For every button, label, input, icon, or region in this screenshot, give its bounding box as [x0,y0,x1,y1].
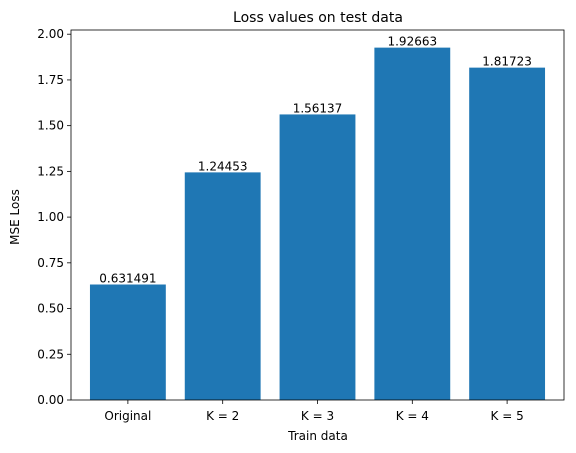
bar-3 [374,47,451,400]
y-tick-label: 1.75 [37,73,64,87]
y-tick-label: 0.00 [37,393,64,407]
bar-data-label: 1.92663 [387,35,437,49]
y-tick-label: 1.00 [37,210,64,224]
y-tick-label: 1.25 [37,164,64,178]
bar-data-label: 1.24453 [198,159,248,173]
bar-0 [89,284,166,400]
plot-frame [70,29,565,401]
y-tick-label: 0.25 [37,347,64,361]
data-labels-group: 0.631491 1.24453 1.56137 1.92663 1.81723 [99,35,532,286]
x-tick-label: K = 2 [206,409,239,423]
chart-title: Loss values on test data [233,10,403,26]
bar-data-label: 1.56137 [293,101,343,115]
y-axis: 0.00 0.25 0.50 0.75 1.00 1.25 1.50 1.75 2.00 [37,27,71,407]
bar-data-label: 1.81723 [482,55,532,69]
x-tick-label: Original [104,409,151,423]
bar-data-label: 0.631491 [99,272,156,286]
y-tick-label: 0.75 [37,256,64,270]
y-tick-label: 1.50 [37,119,64,133]
y-tick-label: 2.00 [37,27,64,41]
y-tick-label: 0.50 [37,302,64,316]
y-axis-label: MSE Loss [8,189,22,245]
x-axis-label: Train data [287,429,348,443]
bar-2 [279,114,356,400]
bar-1 [184,172,261,400]
x-tick-label: K = 4 [396,409,429,423]
bars-group [89,47,546,401]
x-tick-label: K = 3 [301,409,334,423]
bar-4 [469,67,546,401]
x-tick-label: K = 5 [491,409,524,423]
x-axis: Original K = 2 K = 3 K = 4 K = 5 [104,400,524,423]
